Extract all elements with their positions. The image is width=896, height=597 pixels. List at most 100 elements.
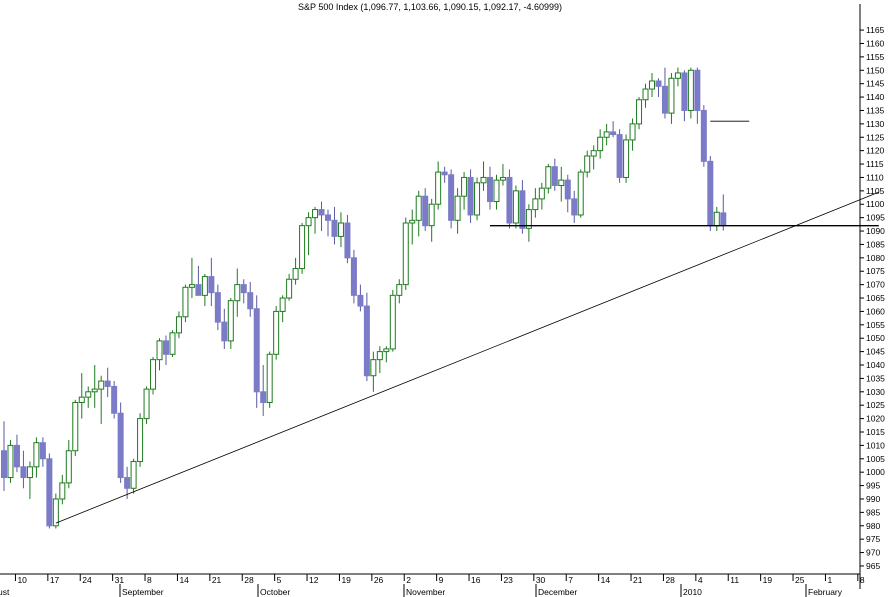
candle-down [448,174,455,221]
candle-up [577,171,584,216]
y-tick-label: 980 [866,521,880,531]
y-tick-label: 1040 [866,360,885,370]
y-tick-label: 1120 [866,146,885,156]
candle-up [175,316,182,334]
candle-up [603,131,610,138]
y-tick-label: 1020 [866,414,885,424]
x-tick-label: 16 [471,575,481,585]
candle-up [499,176,506,181]
y-tick-label: 1160 [866,38,885,48]
candle-up [674,72,681,79]
candle-up [396,284,403,296]
y-tick-label: 1030 [866,387,885,397]
candle-up [597,136,604,152]
candle-up [525,209,532,229]
candle-down [357,294,364,307]
candle-up [286,278,293,299]
x-tick-label: 23 [503,575,513,585]
candle-up [590,150,597,157]
candle-up [642,88,649,101]
candle-down [1,450,7,479]
x-tick-label: 19 [341,575,351,585]
x-tick-label: 24 [82,575,92,585]
candle-up [150,359,157,390]
candle-up [85,391,92,398]
candle-up [480,176,487,184]
y-tick-label: 1155 [866,52,885,62]
x-tick-label: 28 [244,575,254,585]
x-tick-label: 26 [374,575,384,585]
candle-down [506,176,513,224]
candle-up [33,442,40,468]
y-tick-label: 1115 [866,159,884,169]
candle-up [98,380,105,390]
x-tick-label: 31 [115,575,125,585]
candle-down [117,412,124,479]
candle-down [487,176,493,203]
y-tick-label: 1025 [866,400,885,410]
candle-down [350,257,357,296]
candle-down [13,444,20,468]
month-label: February [808,587,843,597]
month-label: November [406,587,445,597]
candle-up [649,80,655,90]
candle-down [124,477,131,489]
y-tick-label: 985 [866,507,880,517]
candle-up [584,155,591,173]
candle-up [137,418,144,462]
candle-down [260,391,267,404]
candle-down [344,222,351,259]
candle-up [169,332,176,355]
candle-up [266,353,273,404]
candle-down [104,380,111,387]
y-tick-label: 965 [866,561,880,571]
candle-down [422,195,429,227]
candle-up [493,179,500,203]
y-tick-label: 1015 [866,427,885,437]
candle-up [227,300,234,342]
y-tick-label: 1005 [866,454,885,464]
candle-down [39,442,46,460]
candle-up [428,203,435,227]
x-tick-label: 11 [730,575,739,585]
trendline-line [55,191,879,524]
y-tick-label: 970 [866,548,880,558]
x-tick-label: 8 [147,575,152,585]
candle-up [461,176,468,197]
candle-up [7,444,14,479]
y-tick-label: 1110 [866,172,884,182]
y-tick-label: 1065 [866,293,885,303]
candle-up [143,388,150,420]
candle-up [91,388,98,393]
candle-down [46,458,53,527]
y-tick-label: 1100 [866,199,885,209]
x-tick-label: 10 [17,575,27,585]
y-tick-label: 1085 [866,239,885,249]
candle-up [532,198,539,211]
candle-up [52,498,59,527]
x-tick-label: 1 [827,575,832,585]
y-tick-label: 1150 [866,65,885,75]
candle-up [558,179,565,186]
candle-down [111,385,118,414]
month-label: December [538,587,577,597]
y-tick-label: 1145 [866,79,885,89]
candle-up [292,268,299,280]
candle-down [214,292,221,323]
y-tick-label: 1045 [866,347,885,357]
candle-down [700,109,707,162]
candle-down [564,179,571,200]
month-label: ust [0,587,10,597]
candle-down [655,80,662,87]
candle-up [337,222,344,237]
x-tick-label: 12 [309,575,319,585]
candle-down [661,85,668,114]
candle-up [78,396,85,404]
candle-up [512,190,519,224]
y-tick-label: 1035 [866,373,885,383]
candle-up [415,195,422,221]
candle-down [694,69,701,111]
candle-up [538,187,545,200]
x-tick-label: 7 [568,575,573,585]
